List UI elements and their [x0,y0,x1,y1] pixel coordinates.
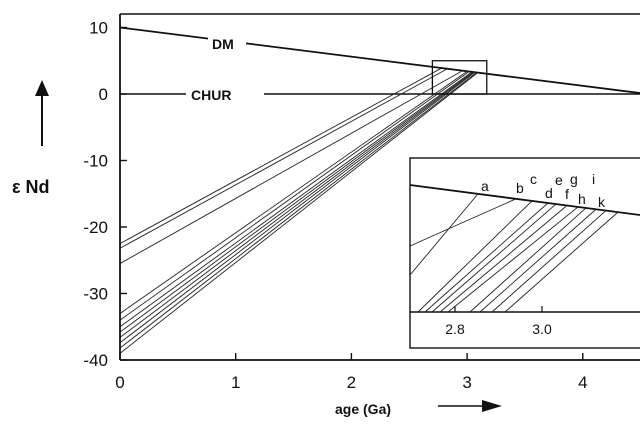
inset-curve-label: a [481,178,489,194]
x-tick-label: 0 [115,373,124,392]
y-tick-label: -10 [83,152,108,171]
x-axis-arrow-head [482,400,502,412]
inset-x-tick-label: 2.8 [445,321,465,337]
axes: 10 0 -10 -20 -30 -40 0 1 2 3 4 [35,13,640,412]
y-tick-label: 10 [89,19,108,38]
inset-frame [409,157,640,349]
series-line [119,71,476,344]
series-line [119,71,470,321]
inset-series-line [504,211,619,313]
inset-curve-label: g [570,171,578,187]
dm-label-bg [208,34,246,52]
x-tick-label: 4 [578,373,587,392]
series-line [119,71,472,328]
y-tick-label: -20 [83,218,108,237]
inset-curve-label: e [555,172,563,188]
inset-series-line [409,198,517,247]
zoom-box [431,60,488,95]
series-line [119,70,463,264]
series-line [119,72,478,354]
series-line [119,71,474,333]
inset-series-line [409,193,479,276]
inset-series-line [469,207,587,313]
series-line [119,68,448,249]
inset-series-line [479,208,597,313]
x-tick-label: 2 [347,373,356,392]
y-tick-label: 0 [99,85,108,104]
inset-curve-label: h [578,191,586,207]
chur-label-bg [186,85,264,103]
y-axis-arrow-head [35,80,49,96]
series-line [119,71,475,338]
chur-label: CHUR [191,87,231,103]
x-axis-label: age (Ga) [335,401,391,417]
x-tick-label: 3 [462,373,471,392]
dm-line [119,26,640,94]
inset-series-line [431,203,557,313]
inset-series-line [417,200,533,313]
inset-series-line [439,205,568,313]
inset-curve-label: f [565,186,569,202]
inset-dm-line [409,184,640,216]
inset-curve-label: b [516,180,524,196]
inset-series-line [491,210,607,313]
inset-curve-label: c [530,171,537,187]
inset-curve-label: d [545,185,553,201]
inset-x-tick-label: 3.0 [532,321,552,337]
inset-series-line [447,206,579,313]
y-tick-label: -30 [83,285,108,304]
main-plot: DM CHUR [119,26,640,354]
series-line [119,67,442,245]
inset-series-line [424,202,549,313]
inset-curve-label: k [598,194,606,210]
y-axis-label: ε Nd [12,177,50,197]
series-line [119,72,477,349]
inset-curve-label: i [592,171,595,187]
y-tick-label: -40 [83,351,108,370]
dm-label: DM [212,36,234,52]
series-line [119,71,468,314]
x-tick-label: 1 [231,373,240,392]
